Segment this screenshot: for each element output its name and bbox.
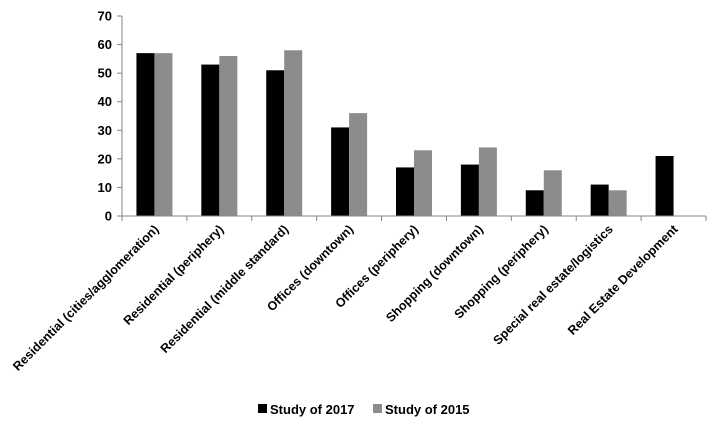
bar-2015-4 [414,150,432,216]
x-category-label: Residential (middle standard) [158,222,292,356]
y-tick-label: 30 [98,123,112,138]
x-category-label: Special real estate/logistics [490,222,615,347]
bar-2015-0 [154,53,173,217]
legend-swatch-1 [373,404,382,413]
legend: Study of 2017 Study of 2015 [258,402,470,417]
bar-2017-1 [201,64,220,216]
bar-2017-3 [331,127,350,216]
bar-2015-3 [349,113,368,216]
x-category-label: Residential (cities/agglomeration) [10,222,161,373]
bar-2017-8 [655,156,674,216]
bar-2017-4 [396,167,414,216]
y-tick-label: 50 [98,66,112,81]
x-category-labels: Residential (cities/agglomeration)Reside… [10,222,681,374]
y-tick-label: 60 [98,37,112,52]
y-tick-labels: 0 10 20 30 40 50 60 70 [98,9,112,224]
bar-2017-0 [136,53,155,217]
x-category-label: Real Estate Development [565,222,681,338]
legend-label-1: Study of 2015 [385,402,470,417]
y-tick-label: 40 [98,94,112,109]
bar-2017-7 [590,184,609,216]
legend-swatch-0 [258,404,267,413]
bar-2017-2 [266,70,285,217]
axes-group [117,15,707,221]
y-tick-label: 20 [98,151,112,166]
bar-2015-2 [284,50,303,217]
y-tick-label: 70 [98,9,112,24]
bar-2015-6 [543,170,562,216]
bar-2015-5 [478,147,497,216]
y-tick-label: 0 [105,209,112,224]
bar-2015-7 [608,190,627,216]
y-tick-label: 10 [98,180,112,195]
bar-2017-6 [525,190,544,216]
bars-group [136,50,674,217]
bar-2015-1 [219,56,238,216]
legend-label-0: Study of 2017 [270,402,355,417]
bar-2017-5 [460,164,479,216]
